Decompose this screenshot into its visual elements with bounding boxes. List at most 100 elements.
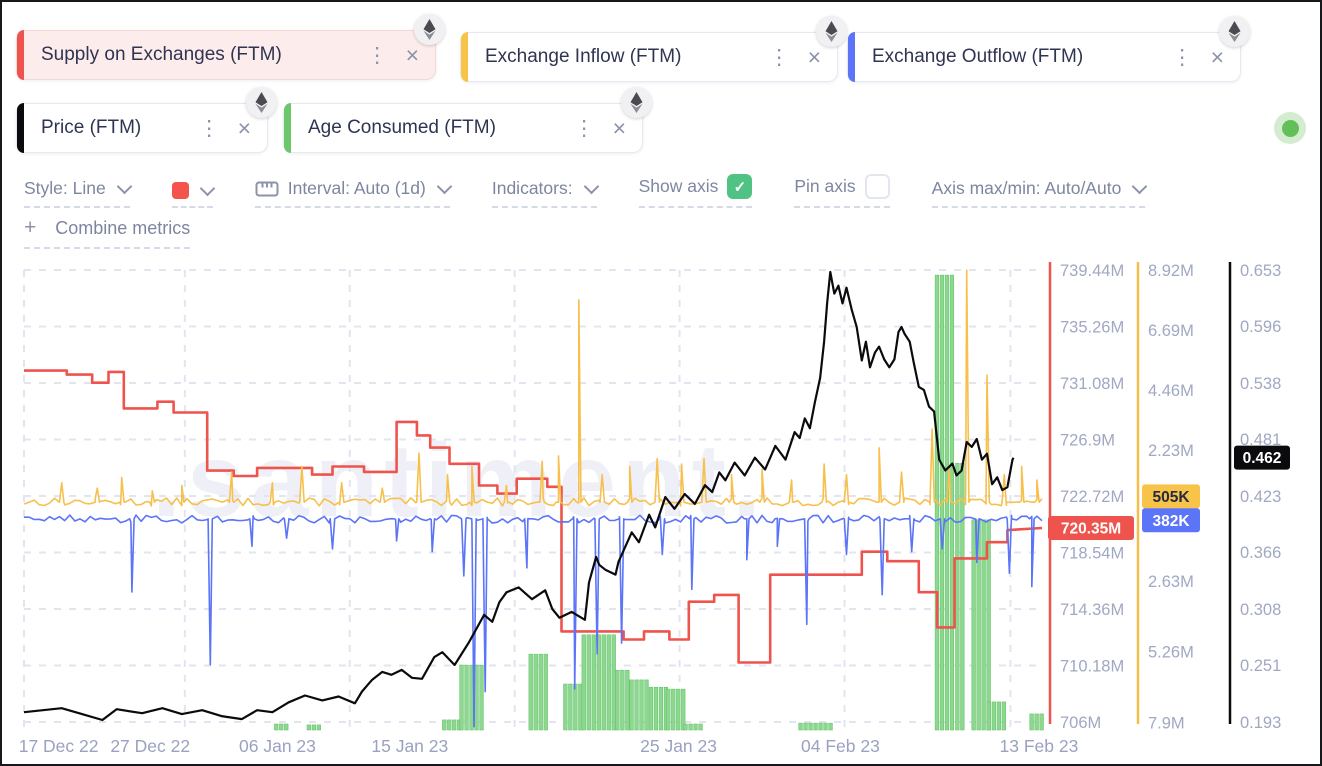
chevron-down-icon [583, 178, 599, 195]
axis-maxmin-dropdown[interactable]: Axis max/min: Auto/Auto [931, 178, 1148, 208]
age-consumed-bar [533, 653, 538, 731]
close-icon[interactable]: × [1210, 43, 1224, 70]
age-consumed-bar [648, 686, 654, 731]
live-status-dot-core [1281, 119, 1299, 137]
x-axis-tick-label: 04 Feb 23 [801, 736, 880, 756]
plus-icon: + [24, 216, 37, 239]
ethereum-icon[interactable] [414, 14, 445, 45]
age-consumed-bar [658, 686, 664, 731]
metric-chip-supply-on-exchanges[interactable]: Supply on Exchanges (FTM) ⋮ × [16, 14, 445, 80]
age-consumed-bar [644, 679, 649, 731]
outflow-badge [1142, 508, 1200, 533]
pin-axis-checkbox[interactable] [864, 174, 890, 199]
age-consumed-bar [586, 634, 591, 731]
live-status-dot[interactable] [1274, 112, 1306, 144]
close-icon[interactable]: × [807, 43, 821, 70]
price-axis-tick-label: 0.481 [1240, 431, 1281, 449]
ethereum-icon[interactable] [246, 87, 277, 118]
metric-chip-price[interactable]: Price (FTM) ⋮ × [16, 87, 277, 153]
inflow-badge [1142, 484, 1200, 509]
age-consumed-bar [464, 664, 469, 731]
age-consumed-bar [666, 688, 671, 731]
age-consumed-bar [447, 719, 452, 731]
chip-accent-bar [461, 32, 468, 82]
combine-metrics-button[interactable]: + Combine metrics [24, 216, 191, 249]
price-axis-tick-label: 0.596 [1240, 318, 1281, 336]
metric-chip-exchange-inflow[interactable]: Exchange Inflow (FTM) ⋮ × [460, 16, 847, 82]
show-axis-label: Show axis [638, 176, 719, 196]
kebab-menu-icon[interactable]: ⋮ [573, 116, 595, 140]
age-consumed-bar [960, 462, 965, 731]
supply-axis-tick-label: 739.44M [1060, 262, 1124, 280]
age-consumed-bar [578, 683, 583, 731]
kebab-menu-icon[interactable]: ⋮ [1171, 45, 1193, 69]
color-swatch [171, 182, 189, 199]
age-consumed-bar [971, 519, 976, 731]
show-axis-toggle[interactable]: Show axis ✓ [638, 174, 753, 208]
age-consumed-bar [459, 664, 464, 731]
kebab-menu-icon[interactable]: ⋮ [366, 43, 388, 67]
x-axis-tick-label: 27 Dec 22 [110, 736, 190, 756]
supply-axis-tick-label: 735.26M [1060, 319, 1124, 337]
age-consumed-bar [538, 653, 543, 731]
ethereum-icon[interactable] [816, 16, 847, 47]
age-consumed-bar [683, 723, 688, 731]
age-consumed-bar [442, 719, 447, 731]
age-consumed-bar [688, 723, 693, 731]
check-icon: ✓ [733, 178, 747, 196]
flow-axis-tick-label: 4.46M [1148, 382, 1194, 400]
x-axis-tick-label: 25 Jan 23 [640, 736, 717, 756]
close-icon[interactable]: × [405, 41, 419, 68]
metric-chip-age-consumed[interactable]: Age Consumed (FTM) ⋮ × [283, 87, 652, 153]
age-consumed-bar [818, 722, 823, 731]
show-axis-checkbox[interactable]: ✓ [727, 174, 753, 199]
kebab-menu-icon[interactable]: ⋮ [198, 116, 220, 140]
kebab-menu-icon[interactable]: ⋮ [768, 45, 790, 69]
chip-label: Exchange Inflow (FTM) [485, 46, 682, 67]
age-consumed-bar [823, 722, 828, 731]
supply-axis-tick-label: 726.9M [1060, 432, 1115, 450]
chip-label: Supply on Exchanges (FTM) [41, 44, 282, 65]
flow-axis-tick-label: 6.69M [1148, 322, 1194, 340]
age-consumed-bar [798, 722, 803, 731]
axis-maxmin-label: Axis max/min: Auto/Auto [931, 178, 1122, 198]
ethereum-icon[interactable] [1219, 16, 1250, 47]
age-consumed-bar [279, 723, 284, 731]
ethereum-icon[interactable] [621, 87, 652, 118]
age-consumed-bar [629, 679, 634, 731]
age-consumed-bar [596, 634, 601, 731]
age-consumed-bar [606, 634, 611, 731]
indicators-dropdown[interactable]: Indicators: [491, 178, 599, 208]
age-consumed-bar [981, 519, 986, 731]
interval-ruler-icon [255, 179, 279, 199]
chip-accent-bar [17, 30, 24, 80]
chevron-down-icon [1132, 178, 1148, 195]
metric-chip-exchange-outflow[interactable]: Exchange Outflow (FTM) ⋮ × [847, 16, 1250, 82]
age-consumed-bar [813, 722, 818, 731]
chevron-down-icon [116, 178, 132, 195]
price-axis-tick-label: 0.193 [1240, 714, 1281, 732]
style-dropdown[interactable]: Style: Line [24, 178, 132, 208]
age-consumed-bar [808, 722, 813, 731]
chip-accent-bar [284, 103, 291, 153]
x-axis-tick-label: 13 Feb 23 [1000, 736, 1079, 756]
age-consumed-bar [581, 634, 586, 731]
pin-axis-toggle[interactable]: Pin axis [794, 174, 890, 208]
age-consumed-bar [1029, 713, 1034, 731]
flow-axis-tick-label: 5.26M [1148, 644, 1194, 662]
age-consumed-bar [681, 688, 686, 731]
close-icon[interactable]: × [237, 114, 251, 141]
interval-dropdown[interactable]: Interval: Auto (1d) [254, 178, 453, 208]
flow-axis-tick-label: 2.63M [1148, 573, 1194, 591]
exchange-outflow-line [24, 514, 1043, 728]
close-icon[interactable]: × [612, 114, 626, 141]
price-axis-tick-label: 0.308 [1240, 601, 1281, 619]
x-axis-tick-label: 06 Jan 23 [239, 736, 316, 756]
color-swatch-dropdown[interactable] [171, 180, 215, 208]
chart-canvas[interactable]: .santiment.739.44M735.26M731.08M726.9M72… [2, 254, 1320, 764]
age-consumed-bar [543, 653, 548, 731]
chart-area[interactable]: .santiment. 739.44M 735.26M 731.08M 726.9M 72… [2, 254, 1320, 764]
chip-label: Age Consumed (FTM) [308, 117, 496, 138]
supply-badge [1048, 516, 1134, 541]
indicators-dropdown-label: Indicators: [491, 178, 573, 198]
